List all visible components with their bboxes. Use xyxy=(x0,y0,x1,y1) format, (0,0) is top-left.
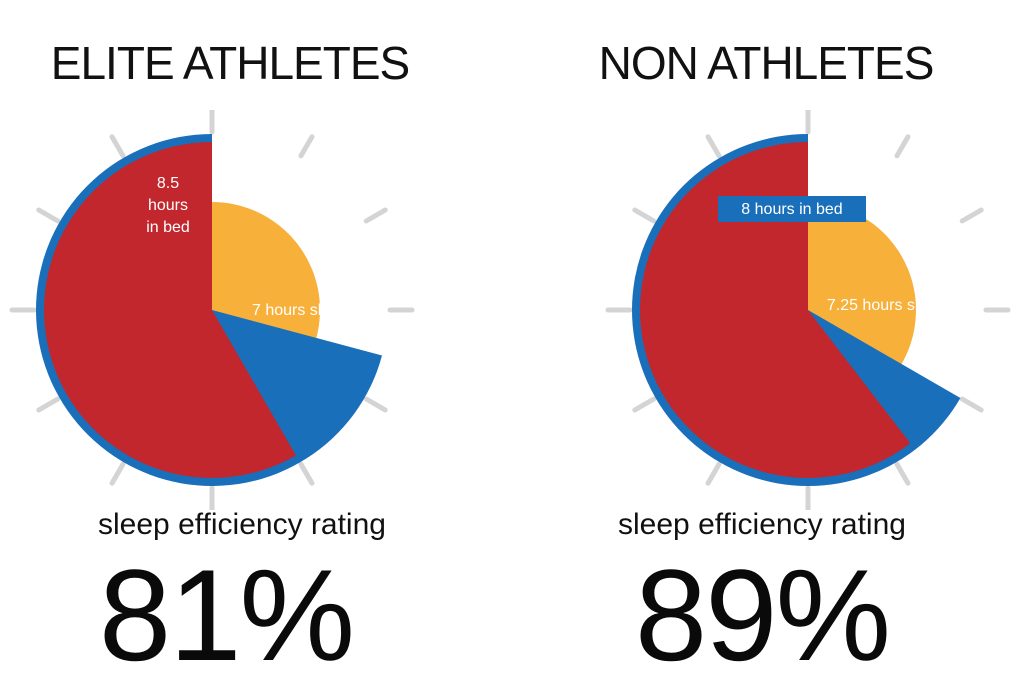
in-bed-hours-label: in bed xyxy=(146,219,190,236)
panel-title: ELITE ATHLETES xyxy=(50,37,410,89)
sleep-efficiency-value: 89% xyxy=(634,542,891,688)
clock-tick-mark xyxy=(298,461,315,486)
sleep-hours-label: 7 hours sleep xyxy=(252,302,348,319)
panel-title: NON ATHLETES xyxy=(598,37,935,89)
clock-tick-mark xyxy=(894,461,911,486)
clock-tick-mark xyxy=(705,134,722,159)
in-bed-label-box xyxy=(718,196,866,222)
sleep-efficiency-value: 81% xyxy=(98,542,355,688)
clock-tick-mark xyxy=(109,134,126,159)
sleep-efficiency-label: sleep efficiency rating xyxy=(618,508,906,541)
clock-tick-mark xyxy=(632,396,657,413)
clock-tick-mark xyxy=(36,207,61,224)
clock-tick-mark xyxy=(363,207,388,224)
clock-tick-mark xyxy=(705,461,722,486)
clock-tick-mark xyxy=(894,134,911,159)
sleep-time-slice xyxy=(43,142,297,478)
clock-tick-mark xyxy=(632,207,657,224)
elite-athletes-sleep-clock-chart: 7 hours sleep 8.5 hours in bed xyxy=(9,110,415,510)
non-athletes-sleep-clock-chart: 7.25 hours sleep 8 hours in bed xyxy=(605,110,1011,510)
sleep-hours-label: 7.25 hours sleep xyxy=(827,297,945,314)
clock-tick-mark xyxy=(959,396,984,413)
non-athletes-panel: NON ATHLETES 7.25 hours sleep 8 hours in … xyxy=(512,0,1024,696)
clock-tick-mark xyxy=(36,396,61,413)
clock-tick-mark xyxy=(298,134,315,159)
in-bed-hours-label: 8.5 xyxy=(157,175,179,192)
clock-tick-mark xyxy=(959,207,984,224)
sleep-efficiency-label: sleep efficiency rating xyxy=(98,508,386,541)
sleep-time-slice xyxy=(639,141,911,478)
elite-athletes-panel: ELITE ATHLETES 7 hours sleep 8.5 hours in b… xyxy=(9,37,415,688)
in-bed-hours-label: hours xyxy=(148,197,188,214)
in-bed-hours-label: 8 hours in bed xyxy=(741,201,842,218)
clock-tick-mark xyxy=(109,461,126,486)
clock-tick-mark xyxy=(363,396,388,413)
